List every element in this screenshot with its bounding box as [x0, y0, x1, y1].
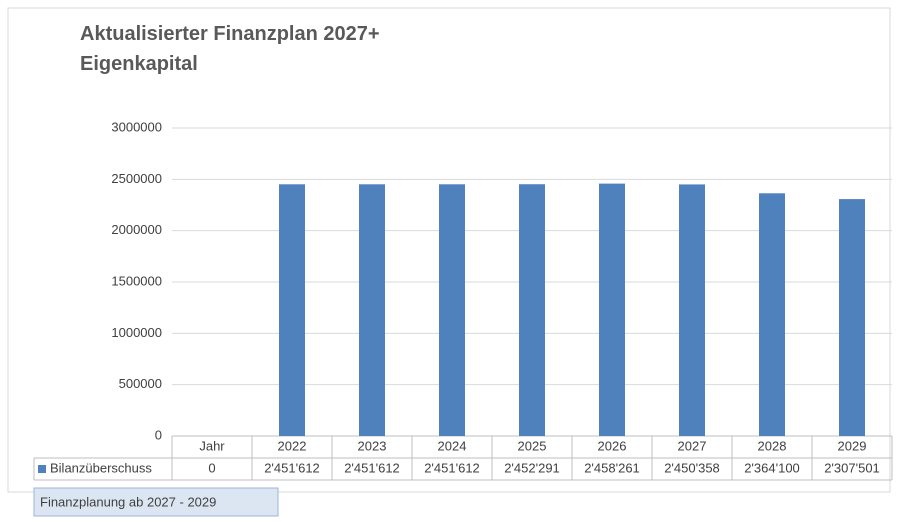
legend-label: Bilanzüberschuss: [50, 460, 152, 475]
chart-subtitle: Eigenkapital: [80, 53, 198, 75]
note-box: [33, 487, 279, 517]
bar: [439, 184, 465, 436]
x-tick-label: 2023: [358, 438, 387, 453]
value-label: 2'451'612: [344, 460, 400, 475]
bar: [839, 199, 865, 436]
chart-title: Aktualisierter Finanzplan 2027+: [80, 23, 380, 45]
x-tick-label: 2022: [278, 438, 307, 453]
bar: [759, 193, 785, 436]
y-tick-label: 2500000: [111, 171, 162, 186]
y-tick-label: 500000: [119, 376, 162, 391]
value-label: 2'364'100: [744, 460, 800, 475]
value-label: 0: [208, 460, 215, 475]
value-label: 2'451'612: [264, 460, 320, 475]
x-tick-label: Jahr: [199, 438, 225, 453]
bar: [599, 183, 625, 436]
x-tick-label: 2025: [518, 438, 547, 453]
bar: [519, 184, 545, 436]
y-tick-label: 1000000: [111, 325, 162, 340]
note: Finanzplanung ab 2027 - 2029: [40, 494, 216, 509]
value-label: 2'458'261: [584, 460, 640, 475]
bar: [359, 184, 385, 436]
y-tick-label: 2000000: [111, 222, 162, 237]
x-tick-label: 2026: [598, 438, 627, 453]
x-tick-label: 2029: [838, 438, 867, 453]
y-tick-label: 3000000: [111, 119, 162, 134]
bar: [679, 184, 705, 436]
value-label: 2'452'291: [504, 460, 560, 475]
x-tick-label: 2028: [758, 438, 787, 453]
y-tick-label: 0: [155, 427, 162, 442]
value-label: 2'307'501: [824, 460, 880, 475]
x-tick-label: 2027: [678, 438, 707, 453]
value-label: 2'451'612: [424, 460, 480, 475]
legend-swatch: [38, 465, 46, 473]
x-tick-label: 2024: [438, 438, 467, 453]
bar: [279, 184, 305, 436]
y-tick-label: 1500000: [111, 273, 162, 288]
value-label: 2'450'358: [664, 460, 720, 475]
